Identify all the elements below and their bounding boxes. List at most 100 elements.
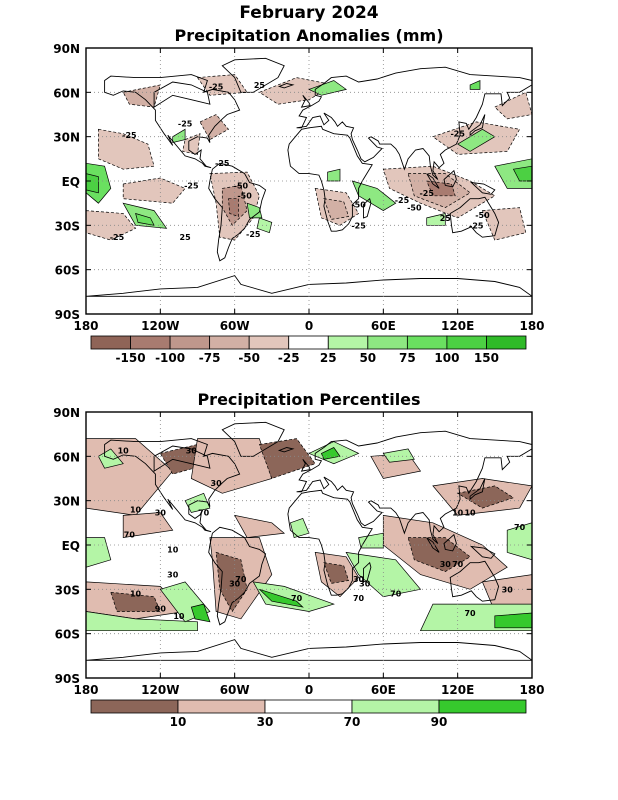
contour-label: 70 (514, 523, 526, 532)
y-tick-label: 90N (53, 42, 80, 56)
shaded-contour-region (98, 128, 155, 170)
contour-label: -25 (469, 221, 484, 230)
colorbar-swatch (288, 335, 329, 350)
coastline (104, 438, 241, 533)
contour-label: 90 (155, 605, 167, 614)
contour-label: -25 (450, 130, 465, 139)
colorbar-label: 90 (431, 715, 448, 729)
x-tick-label: 120W (141, 683, 179, 697)
colorbar-swatch (90, 699, 179, 714)
contour-label: -50 (475, 211, 490, 220)
coastline (86, 275, 532, 297)
y-tick-label: 30N (53, 495, 80, 509)
colorbar-swatch (248, 335, 290, 350)
colorbar-label: 70 (344, 715, 361, 729)
figure-title: February 2024 (239, 3, 379, 23)
coastline (208, 162, 267, 262)
colorbar-swatch (177, 699, 266, 714)
coastline (277, 83, 295, 89)
shaded-contour-region (182, 133, 201, 155)
coastline (86, 639, 532, 661)
y-tick-label: EQ (62, 175, 80, 189)
colorbar-swatch (351, 699, 440, 714)
coastline (104, 74, 241, 169)
contour-label: 30 (359, 579, 371, 588)
contour-label: 25 (440, 214, 452, 223)
contour-label: 10 (452, 508, 464, 517)
contour-label: 30 (353, 575, 365, 584)
contour-label: 10 (130, 590, 142, 599)
contour-label: 70 (291, 594, 303, 603)
coastline (287, 125, 373, 232)
y-tick-label: 90N (53, 406, 80, 420)
shaded-contour-region (246, 202, 263, 219)
contour-label: 10 (167, 545, 179, 554)
contour-label: -25 (351, 221, 366, 230)
shaded-contour-region (234, 514, 286, 538)
coastline (221, 57, 285, 93)
coastline (449, 560, 500, 602)
coastline (296, 430, 532, 544)
coastline (277, 447, 295, 453)
coastline (469, 114, 486, 137)
x-tick-label: 60W (220, 319, 250, 333)
coastline (469, 545, 496, 559)
contour-label: -50 (234, 181, 249, 190)
colorbar-swatch (169, 335, 211, 350)
contour-label: -25 (209, 82, 224, 91)
colorbar-label: -150 (116, 351, 146, 365)
panel-title: Precipitation Anomalies (mm) (174, 26, 443, 45)
x-tick-label: 120E (441, 683, 474, 697)
contour-label: 25 (180, 233, 192, 242)
x-tick-label: 120W (141, 319, 179, 333)
coastline (363, 561, 372, 583)
coastline (469, 478, 486, 501)
colorbar-swatch (327, 335, 369, 350)
contour-label: 30 (155, 508, 167, 517)
shaded-contour-region (456, 485, 515, 509)
shaded-contour-region (259, 588, 304, 608)
x-tick-label: 0 (305, 683, 313, 697)
colorbar-swatch (446, 335, 487, 350)
x-tick-label: 60W (220, 683, 250, 697)
contour-label: 10 (173, 612, 185, 621)
shaded-contour-region (86, 173, 99, 194)
x-tick-label: 180 (73, 319, 98, 333)
y-tick-label: 60S (55, 264, 80, 278)
colorbar-swatch (209, 335, 250, 350)
y-tick-label: 60N (53, 450, 80, 464)
colorbar-label: -25 (278, 351, 300, 365)
x-tick-label: 120E (441, 319, 474, 333)
shaded-contour-region (122, 202, 168, 229)
colorbar-label: 10 (170, 715, 187, 729)
contour-label: -25 (122, 131, 137, 140)
contour-label: 30 (440, 560, 452, 569)
contour-label: -50 (351, 201, 366, 210)
contour-label: 70 (124, 531, 136, 540)
colorbar-label: 100 (434, 351, 459, 365)
contour-label: -25 (178, 119, 193, 128)
y-tick-label: 90S (55, 308, 80, 322)
contour-label: 70 (198, 508, 210, 517)
shaded-contour-region (494, 91, 532, 120)
contour-label: 25 (254, 81, 266, 90)
shaded-contour-region (86, 438, 174, 516)
coastline (221, 421, 285, 457)
colorbar-swatch (264, 699, 353, 714)
coastline (208, 526, 267, 626)
y-tick-label: 90S (55, 672, 80, 686)
shaded-contour-region (172, 128, 186, 144)
colorbar-label: -75 (199, 351, 221, 365)
colorbar-label: 75 (399, 351, 416, 365)
contour-label: -25 (110, 233, 125, 242)
shaded-contour-region (351, 180, 397, 212)
shaded-contour-region (345, 551, 422, 598)
shaded-contour-region (481, 574, 532, 612)
contour-label: -25 (184, 181, 199, 190)
x-tick-label: 180 (519, 683, 544, 697)
shaded-contour-region (122, 84, 161, 108)
contour-label: -25 (215, 159, 230, 168)
colorbar-label: 150 (474, 351, 499, 365)
